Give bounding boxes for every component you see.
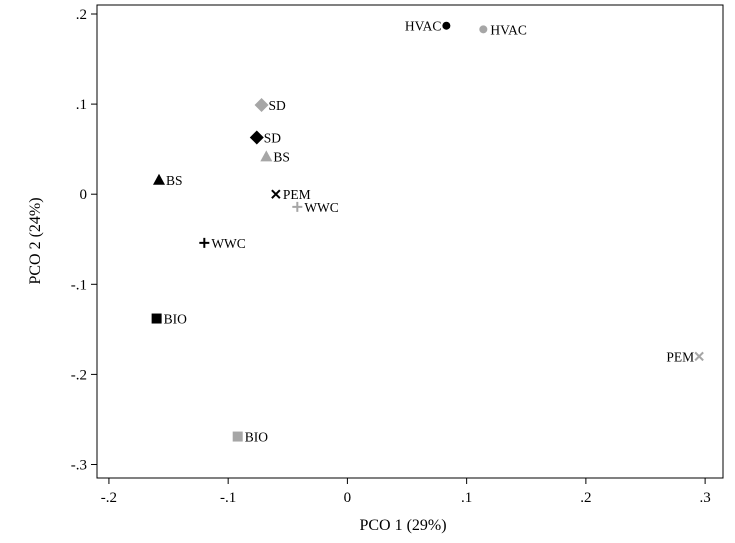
point-label: PEM [283,187,311,202]
x-tick-label: 0 [344,490,352,506]
y-tick-label: -.1 [71,277,87,293]
marker-triangle [153,173,166,185]
point-label: PEM [666,349,694,364]
data-point: BIO [151,312,188,327]
marker-diamond [254,98,269,113]
data-point: BS [260,149,290,164]
point-label: HVAC [490,22,527,37]
marker-triangle [260,150,273,162]
marker-x [694,351,704,362]
x-axis-title: PCO 1 (29%) [359,517,446,534]
y-axis-title: PCO 2 (24%) [27,197,44,284]
y-tick-label: .2 [76,7,87,23]
point-label: HVAC [405,19,442,34]
data-point: HVAC [479,22,527,37]
data-point: HVAC [405,19,451,34]
point-label: WWC [211,236,246,251]
y-tick-label: -.3 [71,457,87,473]
point-label: WWC [304,200,339,215]
data-point: WWC [199,236,246,251]
data-point: PEM [271,187,311,202]
x-tick-label: .1 [461,490,472,506]
point-label: BIO [164,312,188,327]
point-label: BS [166,173,183,188]
x-tick-label: -.2 [101,490,117,506]
marker-x [271,189,281,199]
marker-square [151,313,162,324]
y-tick-label: 0 [80,187,88,203]
x-tick-label: .3 [699,490,710,506]
x-tick-label: .2 [580,490,591,506]
data-point: PEM [666,349,704,364]
data-point: BIO [232,430,269,445]
data-point: WWC [292,200,339,215]
marker-plus [292,201,303,212]
data-point: SD [254,98,287,113]
plot-frame [96,4,724,479]
marker-diamond [249,130,264,145]
data-point: BS [153,173,183,188]
marker-plus [199,237,210,248]
marker-circle [479,25,488,34]
point-label: BS [273,149,290,164]
marker-circle [442,21,451,30]
point-label: BIO [245,430,269,445]
x-axis: -.2 -.1 0 .1 .2 .3 [101,478,711,506]
y-tick-label: .1 [76,97,87,113]
y-axis: -.3 -.2 -.1 0 .1 .2 [71,7,97,473]
point-label: SD [264,130,282,145]
y-tick-label: -.2 [71,367,87,383]
data-point: SD [249,130,282,145]
point-label: SD [269,98,287,113]
marker-square [232,431,243,442]
x-tick-label: -.1 [220,490,236,506]
